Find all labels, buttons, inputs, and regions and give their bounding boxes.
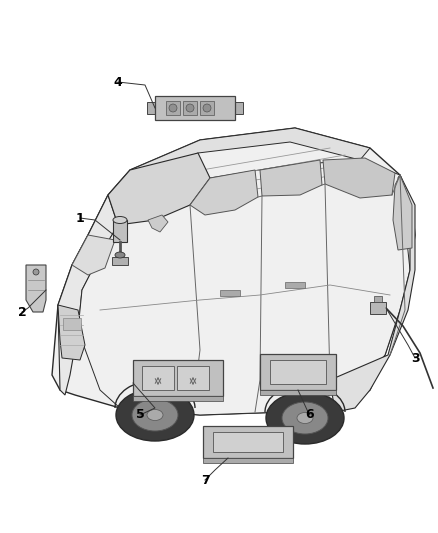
- Circle shape: [203, 104, 211, 112]
- Text: 2: 2: [18, 305, 26, 319]
- Bar: [374, 296, 382, 302]
- Bar: [63, 318, 81, 330]
- Bar: [203, 426, 293, 458]
- Bar: [112, 257, 128, 265]
- Bar: [285, 282, 305, 288]
- Polygon shape: [58, 195, 118, 395]
- Bar: [155, 96, 235, 120]
- Polygon shape: [148, 215, 168, 232]
- Bar: [200, 101, 214, 115]
- Ellipse shape: [113, 216, 127, 223]
- Ellipse shape: [116, 389, 194, 441]
- Text: 7: 7: [201, 473, 209, 487]
- Bar: [220, 290, 240, 296]
- Ellipse shape: [282, 402, 328, 434]
- Ellipse shape: [297, 413, 313, 424]
- Polygon shape: [393, 175, 412, 250]
- Circle shape: [169, 104, 177, 112]
- Bar: [133, 396, 223, 401]
- Polygon shape: [52, 128, 415, 415]
- Ellipse shape: [115, 252, 125, 258]
- Polygon shape: [78, 160, 410, 415]
- Bar: [142, 366, 174, 390]
- Bar: [270, 360, 326, 384]
- Polygon shape: [58, 305, 85, 360]
- Circle shape: [186, 104, 194, 112]
- Polygon shape: [130, 128, 370, 182]
- Text: 5: 5: [136, 408, 145, 422]
- Polygon shape: [190, 170, 258, 215]
- Text: 1: 1: [76, 212, 85, 224]
- Polygon shape: [72, 235, 115, 275]
- Polygon shape: [260, 160, 322, 196]
- Bar: [260, 390, 336, 395]
- Bar: [177, 366, 209, 390]
- Bar: [213, 432, 283, 452]
- Text: 4: 4: [113, 76, 122, 88]
- Bar: [203, 458, 293, 463]
- Ellipse shape: [132, 399, 178, 431]
- Text: 6: 6: [306, 408, 314, 422]
- Ellipse shape: [266, 392, 344, 444]
- Text: 3: 3: [411, 351, 419, 365]
- Circle shape: [33, 269, 39, 275]
- Bar: [133, 360, 223, 396]
- Bar: [166, 101, 180, 115]
- Ellipse shape: [147, 409, 163, 421]
- Bar: [260, 354, 336, 390]
- Bar: [370, 302, 386, 314]
- Polygon shape: [330, 175, 415, 412]
- Polygon shape: [323, 158, 395, 198]
- Bar: [235, 102, 243, 114]
- Polygon shape: [108, 153, 210, 225]
- Bar: [113, 220, 127, 242]
- Polygon shape: [26, 265, 46, 312]
- Bar: [183, 101, 197, 115]
- Bar: [147, 102, 155, 114]
